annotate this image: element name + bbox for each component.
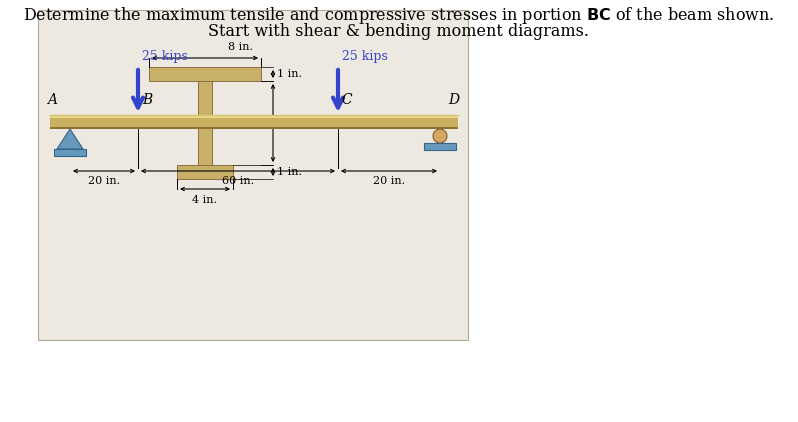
- Text: 20 in.: 20 in.: [373, 176, 405, 186]
- Circle shape: [433, 129, 447, 143]
- Bar: [50, 115, 458, 129]
- Text: Start with shear & bending ⁣moment diagrams.: Start with shear & bending ⁣moment diagr…: [208, 22, 590, 40]
- Bar: [50, 127, 458, 129]
- Text: A: A: [47, 93, 57, 107]
- Text: 4 in.: 4 in.: [192, 195, 218, 205]
- Polygon shape: [57, 129, 83, 149]
- Text: Determine the maximum tensile and compressive stresses in portion $\mathbf{BC}$ : Determine the maximum tensile and compre…: [23, 5, 775, 27]
- Bar: [38, 10, 468, 340]
- Text: Determine the maximum tensile and compressive stresses in portion: Determine the maximum tensile and compre…: [0, 421, 1, 422]
- Text: B: B: [142, 93, 152, 107]
- Text: C: C: [341, 93, 352, 107]
- Text: 25 kips: 25 kips: [142, 50, 188, 63]
- Text: 1 in.: 1 in.: [277, 69, 302, 79]
- Text: 6 in.: 6 in.: [277, 118, 302, 128]
- Bar: [198, 81, 212, 165]
- Text: Determine the maximum tensile and compressive stresses in portion BC: Determine the maximum tensile and compre…: [0, 421, 1, 422]
- Bar: [149, 67, 261, 81]
- Text: 8 in.: 8 in.: [228, 42, 254, 52]
- Text: 1 in.: 1 in.: [118, 118, 143, 128]
- Text: 60 in.: 60 in.: [222, 176, 254, 186]
- Text: 25 kips: 25 kips: [342, 50, 388, 63]
- Bar: [424, 143, 456, 150]
- Text: D: D: [448, 93, 459, 107]
- Bar: [50, 115, 458, 118]
- Bar: [54, 149, 86, 156]
- Bar: [177, 165, 233, 179]
- Text: 20 in.: 20 in.: [88, 176, 120, 186]
- Text: 1 in.: 1 in.: [277, 167, 302, 177]
